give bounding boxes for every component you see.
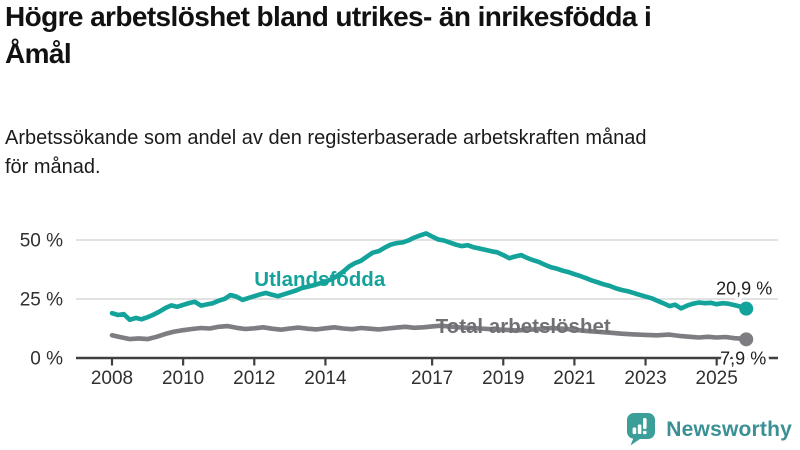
page-title-line1: Högre arbetslöshet bland utrikes- än inr… [5, 1, 652, 32]
x-axis-label-2017: 2017 [411, 368, 453, 389]
newsworthy-logo-icon [627, 413, 656, 446]
exclamation-dot [643, 430, 647, 435]
x-axis-label-2023: 2023 [624, 368, 666, 389]
page-title: Högre arbetslöshet bland utrikes- än inr… [5, 0, 800, 72]
x-axis-label-2012: 2012 [233, 368, 275, 389]
x-axis-label-2010: 2010 [162, 368, 204, 389]
end-dot-utlandsf-dda [739, 301, 754, 316]
chart-subtitle-line2: för månad. [5, 156, 101, 178]
line-chart: 0 % 25 % 50 % 2008 2010 2012 2014 2017 2019 2021 2… [20, 231, 778, 389]
y-axis-label-0: 0 % [30, 349, 63, 370]
end-value-label-utlandsf-dda: 20,9 % [716, 279, 772, 299]
series-label-utlandsf-dda: Utlandsfödda [254, 268, 386, 291]
bar-1 [632, 427, 637, 434]
x-axis-label-2014: 2014 [304, 368, 347, 389]
exclamation-stem [643, 418, 647, 429]
series-line-utlandsf-dda [109, 231, 749, 323]
x-axis-label-2008: 2008 [91, 368, 133, 389]
x-axis-label-2019: 2019 [482, 368, 524, 389]
brand-name: Newsworthy [666, 417, 792, 441]
series-label-total-arbetsl-shet: Total arbetslöshet [436, 315, 611, 338]
page-title-line2: Åmål [5, 38, 72, 69]
chart-subtitle-line1: Arbetssökande som andel av den registerb… [5, 127, 647, 149]
end-dot-total-arbetsl-shet [739, 332, 754, 347]
series-line-total-arbetsl-shet [109, 323, 749, 342]
bar-2 [638, 424, 642, 434]
y-axis-label-25: 25 % [20, 290, 63, 311]
x-axis-label-2025: 2025 [696, 368, 738, 389]
end-value-label-total-arbetsl-shet: 7,9 % [720, 348, 766, 368]
y-axis-label-50: 50 % [20, 231, 63, 252]
chart-subtitle: Arbetssökande som andel av den registerb… [5, 124, 800, 182]
x-axis-label-2021: 2021 [553, 368, 595, 389]
brand-footer[interactable]: Newsworthy [624, 412, 792, 447]
